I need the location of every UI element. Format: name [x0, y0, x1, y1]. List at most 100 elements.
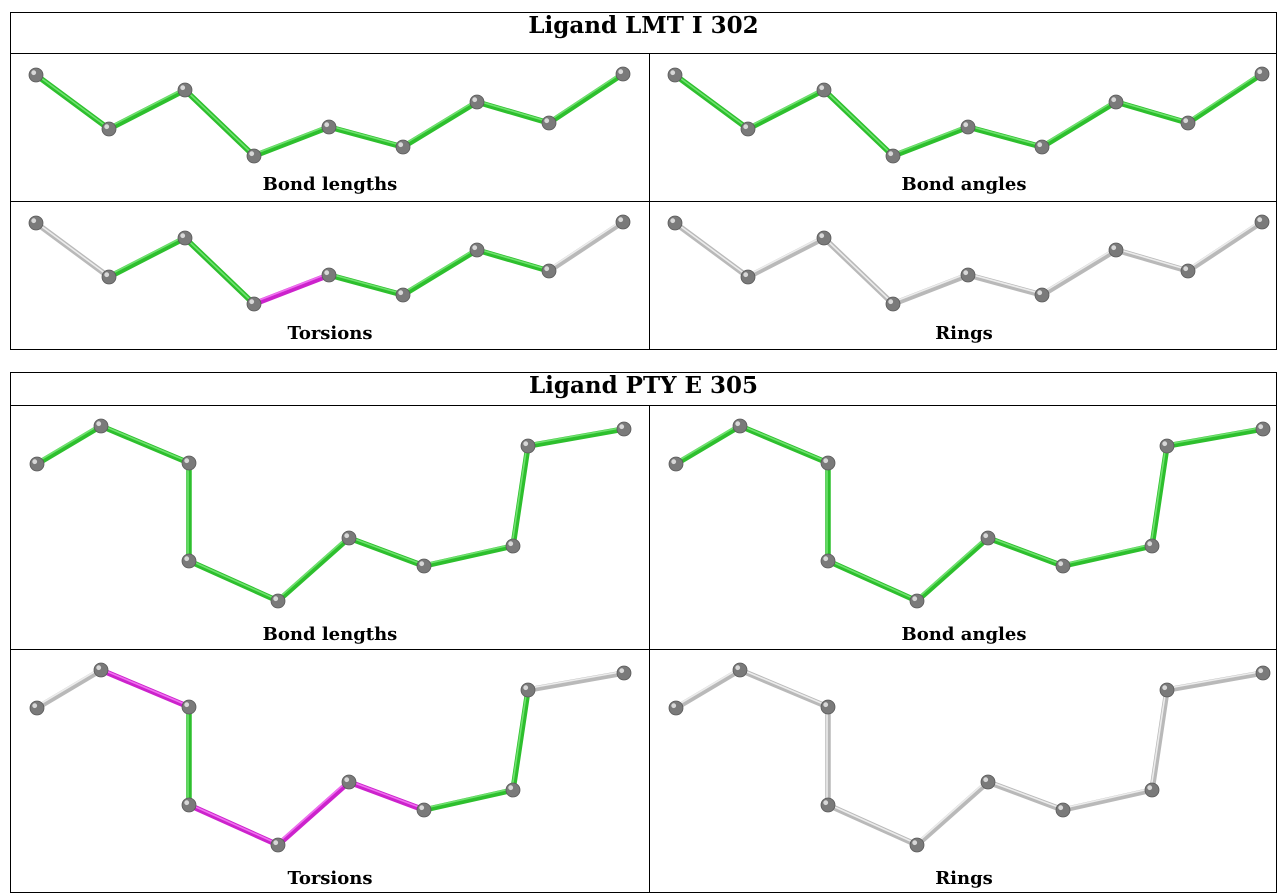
atom — [270, 837, 286, 853]
atom — [1055, 802, 1071, 818]
bond — [1113, 247, 1191, 274]
bond — [965, 124, 1045, 150]
bond-highlight — [1150, 688, 1167, 789]
bond-highlight — [526, 426, 624, 446]
atom-shine — [1257, 217, 1263, 223]
atom-shine — [104, 272, 110, 278]
bond — [400, 247, 480, 298]
atom — [101, 269, 117, 285]
panel-rings: Rings — [650, 202, 1277, 351]
atom-shine — [823, 556, 829, 562]
atom — [616, 665, 632, 681]
bond-highlight — [966, 124, 1042, 147]
atom — [101, 121, 117, 137]
panel-bond-angles: Bond angles — [650, 406, 1277, 649]
atom — [909, 593, 925, 609]
panel-caption: Bond lengths — [262, 624, 398, 645]
atom-shine — [419, 805, 425, 811]
atom-shine — [32, 703, 38, 709]
bond-highlight — [966, 272, 1042, 295]
bond-highlight — [1040, 247, 1116, 295]
atom-shine — [1037, 142, 1043, 148]
bond — [1113, 99, 1191, 126]
bond — [186, 802, 281, 848]
bond-highlight — [826, 802, 917, 845]
panel-bond-lengths: Bond lengths — [11, 406, 649, 649]
bond-highlight — [327, 124, 403, 147]
atom — [820, 797, 836, 813]
atom-shine — [419, 561, 425, 567]
atom-shine — [273, 840, 279, 846]
atom — [1159, 438, 1175, 454]
panel-caption: Bond angles — [901, 174, 1027, 195]
bond — [421, 787, 516, 813]
ligand-table-pty: Ligand PTY E 305 Bond lengths Bond angle… — [10, 372, 1277, 893]
atom — [1108, 94, 1124, 110]
atom-shine — [1162, 685, 1168, 691]
atom-shine — [983, 777, 989, 783]
bond-highlight — [475, 247, 549, 271]
atom — [816, 230, 832, 246]
bond-highlight — [1061, 543, 1152, 566]
ligand-title: Ligand LMT I 302 — [528, 12, 759, 39]
molecule-diagram — [668, 418, 1271, 609]
bond-highlight — [276, 779, 349, 845]
atom-shine — [184, 458, 190, 464]
atom-shine — [184, 556, 190, 562]
bond-highlight — [401, 247, 477, 295]
bond — [737, 667, 831, 710]
atom — [615, 66, 631, 82]
divider — [649, 405, 650, 892]
bond-highlight — [746, 87, 824, 129]
molecule-diagram — [667, 214, 1270, 312]
bond-highlight — [327, 272, 403, 295]
divider — [11, 53, 1276, 54]
atom — [321, 267, 337, 283]
atom — [885, 296, 901, 312]
bond-highlight — [35, 667, 101, 708]
bond — [510, 443, 531, 549]
bond — [1039, 247, 1119, 298]
bond — [346, 535, 427, 569]
atom-shine — [735, 665, 741, 671]
bond — [34, 667, 104, 711]
atom-shine — [888, 151, 894, 157]
bond-highlight — [891, 124, 968, 156]
bond-highlight — [1165, 426, 1263, 446]
bond-highlight — [99, 423, 189, 463]
atom — [1254, 66, 1270, 82]
panel-caption: Torsions — [287, 323, 373, 344]
atom — [93, 662, 109, 678]
atom-shine — [619, 424, 625, 430]
atom-shine — [249, 299, 255, 305]
bond — [400, 99, 480, 150]
atom — [960, 119, 976, 135]
atom — [181, 455, 197, 471]
atom — [1180, 263, 1196, 279]
atom-shine — [1111, 245, 1117, 251]
bond — [474, 247, 552, 274]
bond — [737, 423, 831, 466]
atom-shine — [544, 266, 550, 272]
bond — [525, 670, 627, 693]
molecule-diagram — [668, 662, 1271, 853]
atom-shine — [1183, 266, 1189, 272]
atom-shine — [743, 272, 749, 278]
atom — [820, 455, 836, 471]
bond-highlight — [475, 99, 549, 123]
atom — [246, 296, 262, 312]
atom-shine — [523, 685, 529, 691]
atom — [28, 67, 44, 83]
bond — [546, 71, 626, 126]
atom — [505, 538, 521, 554]
atom — [416, 558, 432, 574]
bond-highlight — [547, 71, 623, 123]
bond — [98, 667, 192, 710]
bond-highlight — [1114, 247, 1188, 271]
ligand-table-lmt: Ligand LMT I 302 Bond lengths Bond angle… — [10, 12, 1277, 350]
bond-highlight — [674, 423, 740, 464]
bond — [1039, 99, 1119, 150]
bond — [275, 779, 352, 848]
atom-shine — [670, 218, 676, 224]
bond-highlight — [746, 235, 824, 277]
